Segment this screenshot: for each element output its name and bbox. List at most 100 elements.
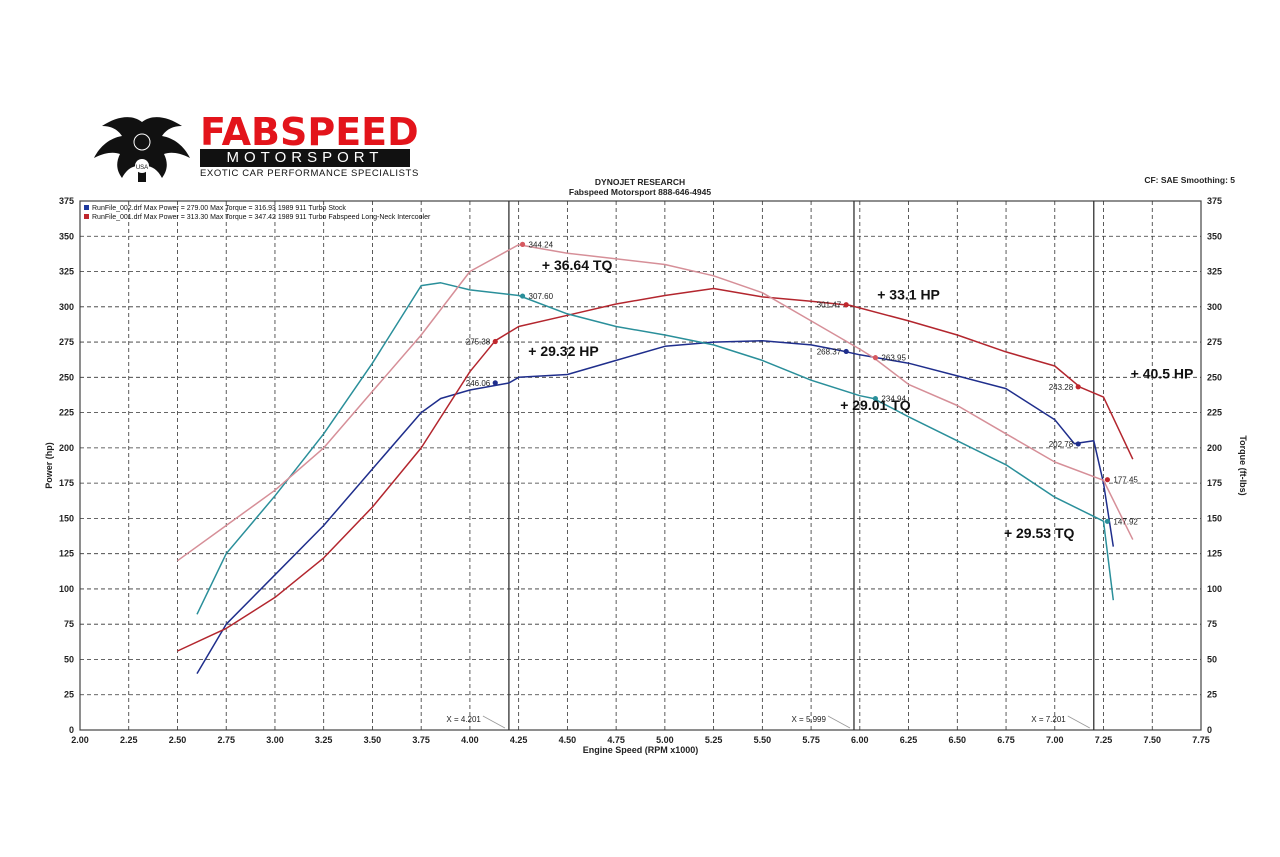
x-tick-label: 3.25 xyxy=(315,735,333,745)
rpm-marker-pointer xyxy=(827,715,851,729)
x-tick-label: 6.75 xyxy=(997,735,1015,745)
x-tick-label: 5.50 xyxy=(754,735,772,745)
rpm-marker-label: X = 4.201 xyxy=(446,715,481,724)
x-tick-label: 2.75 xyxy=(217,735,235,745)
y2-axis-label: Torque (ft-lbs) xyxy=(1238,435,1248,495)
x-tick-label: 6.00 xyxy=(851,735,869,745)
y2-tick-label: 125 xyxy=(1207,549,1222,559)
plot-frame xyxy=(79,200,1202,731)
rpm-markers: X = 4.201 X = 5.999 X = 7.201 xyxy=(446,201,1095,730)
y-tick-label: 200 xyxy=(59,443,74,453)
gain-annotation: + 40.5 HP xyxy=(1131,366,1194,382)
legend-entry: RunFile_001.drf Max Power = 313.30 Max T… xyxy=(92,214,431,221)
y-tick-label: 75 xyxy=(64,619,74,629)
x-tick-label: 2.50 xyxy=(169,735,187,745)
legend-swatch xyxy=(84,205,89,210)
point-label: 234.94 xyxy=(881,395,906,404)
point-marker xyxy=(843,348,849,355)
x-tick-label: 5.75 xyxy=(802,735,820,745)
chart-annotations: + 36.64 TQ + 29.32 HP + 33.1 HP + 29.01 TQ +… xyxy=(528,257,1193,541)
brand-tagline: EXOTIC CAR PERFORMANCE SPECIALISTS xyxy=(200,168,419,179)
y-tick-label: 250 xyxy=(59,372,74,382)
x-tick-label: 6.25 xyxy=(900,735,918,745)
point-marker xyxy=(843,302,849,308)
gain-annotation: + 29.53 TQ xyxy=(1004,525,1075,541)
fabspeed-logo: USA FABSPEED MOTORSPORT EXOTIC CAR PERFO… xyxy=(92,112,422,187)
y2-tick-label: 75 xyxy=(1207,619,1217,629)
legend-entry: RunFile_002.drf Max Power = 279.00 Max T… xyxy=(92,205,346,212)
chart-title: DYNOJET RESEARCH xyxy=(594,177,686,187)
point-marker xyxy=(519,293,526,299)
x-tick-label: 3.00 xyxy=(266,735,284,745)
x-tick-label: 7.00 xyxy=(1046,735,1064,745)
chart-grid xyxy=(79,200,1202,731)
gain-annotation: + 36.64 TQ xyxy=(542,257,613,273)
y-tick-label: 150 xyxy=(59,513,74,523)
y2-tick-label: 250 xyxy=(1207,372,1222,382)
y2-tick-label: 375 xyxy=(1207,196,1222,206)
x-tick-label: 7.75 xyxy=(1192,735,1210,745)
x-tick-label: 2.00 xyxy=(71,735,89,745)
y-tick-label: 50 xyxy=(64,654,74,664)
gain-annotation: + 29.01 TQ xyxy=(840,397,911,413)
y-tick-label: 0 xyxy=(69,725,74,735)
x-tick-label: 3.75 xyxy=(412,735,430,745)
x-tick-label: 4.75 xyxy=(607,735,625,745)
y2-tick-label: 225 xyxy=(1207,408,1222,418)
series-line xyxy=(196,282,1115,615)
brand-sub: MOTORSPORT xyxy=(200,149,410,167)
y2-tick-label: 200 xyxy=(1207,443,1222,453)
x-tick-label: 4.25 xyxy=(510,735,528,745)
series-line xyxy=(196,339,1115,674)
x-tick-label: 4.00 xyxy=(461,735,479,745)
x-tick-label: 6.50 xyxy=(949,735,967,745)
y-tick-label: 375 xyxy=(59,196,74,206)
point-label: 246.06 xyxy=(466,379,491,388)
y2-tick-label: 275 xyxy=(1207,337,1222,347)
y2-tick-label: 0 xyxy=(1207,725,1212,735)
y2-tick-label: 150 xyxy=(1207,513,1222,523)
y-tick-label: 225 xyxy=(59,408,74,418)
y2-tick-label: 50 xyxy=(1207,654,1217,664)
x-tick-label: 5.00 xyxy=(656,735,674,745)
series-line xyxy=(177,287,1134,652)
y2-tick-label: 175 xyxy=(1207,478,1222,488)
chart-settings: CF: SAE Smoothing: 5 xyxy=(1144,175,1235,185)
point-marker xyxy=(519,241,526,247)
y2-tick-label: 25 xyxy=(1207,690,1217,700)
point-label: 243.28 xyxy=(1049,383,1074,392)
x-tick-label: 7.25 xyxy=(1095,735,1113,745)
y2-tick-label: 300 xyxy=(1207,302,1222,312)
point-marker xyxy=(1104,477,1111,483)
point-marker xyxy=(492,338,498,345)
y-tick-label: 175 xyxy=(59,478,74,488)
rpm-marker-pointer xyxy=(482,715,506,729)
point-label: 275.38 xyxy=(466,338,491,347)
point-label: 268.37 xyxy=(817,347,842,356)
x-tick-label: 7.50 xyxy=(1143,735,1161,745)
y-tick-label: 350 xyxy=(59,231,74,241)
gain-annotation: + 33.1 HP xyxy=(877,287,940,303)
rpm-marker-label: X = 7.201 xyxy=(1031,715,1066,724)
y-axis-label: Power (hp) xyxy=(44,442,54,489)
x-tick-label: 4.50 xyxy=(559,735,577,745)
point-label: 263.95 xyxy=(881,354,906,363)
x-tick-label: 3.50 xyxy=(364,735,382,745)
y2-tick-label: 100 xyxy=(1207,584,1222,594)
point-marker xyxy=(492,380,498,386)
y-tick-label: 325 xyxy=(59,267,74,277)
point-label: 177.45 xyxy=(1113,476,1138,485)
point-label: 147.92 xyxy=(1113,517,1138,526)
point-marker xyxy=(1075,384,1081,390)
point-marker xyxy=(872,355,879,361)
point-label: 344.24 xyxy=(529,240,554,249)
chart-series xyxy=(177,243,1134,674)
gain-annotation: + 29.32 HP xyxy=(528,343,598,359)
usa-badge: USA xyxy=(136,165,148,171)
point-marker xyxy=(1075,441,1081,447)
series-line xyxy=(177,243,1134,562)
legend-swatch xyxy=(84,214,89,219)
rpm-marker-label: X = 5.999 xyxy=(791,715,826,724)
x-tick-label: 5.25 xyxy=(705,735,723,745)
chart-subtitle: Fabspeed Motorsport 888-646-4945 xyxy=(568,187,712,197)
